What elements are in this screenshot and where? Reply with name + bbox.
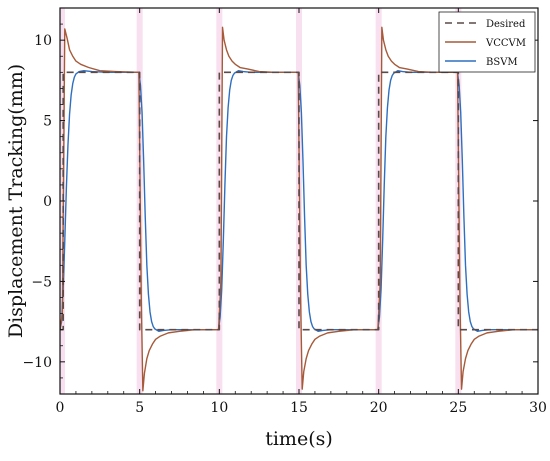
x-tick-label: 15: [290, 400, 308, 416]
legend-label-bsvm: BSVM: [486, 57, 518, 68]
y-axis-title: Displacement Tracking(mm): [5, 64, 27, 338]
x-tick-label: 0: [56, 400, 65, 416]
x-axis-title: time(s): [265, 428, 333, 450]
legend: Desired VCCVM BSVM: [438, 11, 536, 73]
x-tick-label: 10: [210, 400, 228, 416]
y-tick-label: −10: [22, 355, 52, 371]
legend-label-vccvm: VCCVM: [485, 38, 526, 49]
y-axis: −10 −5 0 5 10: [22, 23, 538, 379]
y-tick-label: 5: [43, 114, 52, 130]
x-tick-label: 25: [449, 400, 467, 416]
y-tick-label: 10: [34, 33, 52, 49]
x-tick-label: 30: [529, 400, 547, 416]
x-axis: 0 5 10 15 20 25 30: [56, 8, 547, 416]
transition-band: [216, 8, 223, 394]
legend-label-desired: Desired: [486, 19, 526, 30]
x-tick-label: 20: [370, 400, 388, 416]
x-tick-label: 5: [135, 400, 144, 416]
y-tick-label: −5: [31, 274, 52, 290]
y-tick-label: 0: [43, 194, 52, 210]
